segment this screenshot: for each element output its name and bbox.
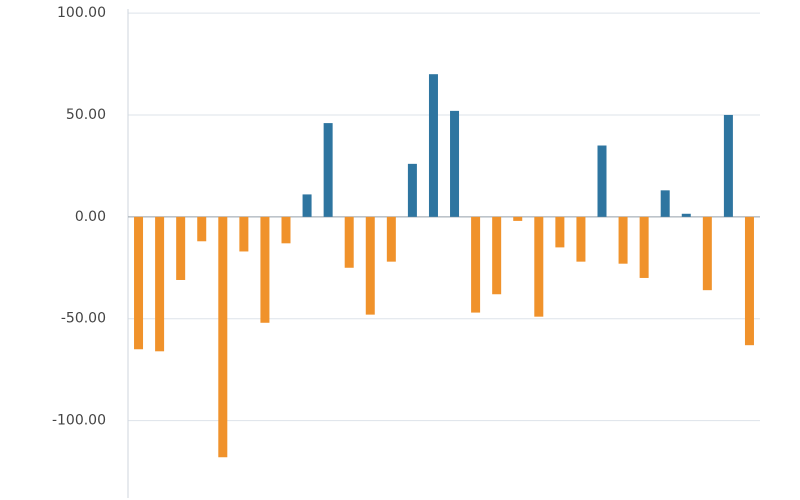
bar bbox=[639, 216, 649, 278]
y-tick-label: 100.00 bbox=[57, 5, 106, 21]
y-tick-label: -100.00 bbox=[52, 413, 106, 429]
bar bbox=[155, 216, 165, 352]
bar bbox=[597, 145, 607, 217]
bar bbox=[492, 216, 502, 295]
bar bbox=[576, 216, 586, 262]
bar bbox=[218, 216, 228, 458]
bar bbox=[618, 216, 628, 264]
y-tick-label: 50.00 bbox=[66, 107, 106, 123]
bar bbox=[365, 216, 375, 315]
bar bbox=[428, 74, 438, 217]
bar bbox=[744, 216, 754, 346]
y-tick-label: 0.00 bbox=[75, 209, 106, 225]
bar bbox=[450, 110, 460, 217]
bar bbox=[723, 114, 733, 217]
bar bbox=[323, 123, 333, 217]
bar bbox=[197, 216, 207, 242]
bar bbox=[702, 216, 712, 291]
bar bbox=[555, 216, 565, 248]
bar bbox=[260, 216, 270, 323]
bar bbox=[176, 216, 186, 280]
bar bbox=[471, 216, 481, 313]
bar bbox=[386, 216, 396, 262]
bar bbox=[344, 216, 354, 268]
bar bbox=[681, 213, 691, 217]
bar bbox=[134, 216, 144, 350]
y-tick-label: -50.00 bbox=[61, 311, 106, 327]
bar bbox=[660, 190, 670, 217]
bar bbox=[281, 216, 291, 244]
bar bbox=[534, 216, 544, 317]
bar bbox=[239, 216, 249, 252]
bar bbox=[302, 194, 312, 217]
bar bbox=[513, 216, 523, 221]
bar bbox=[407, 163, 417, 217]
